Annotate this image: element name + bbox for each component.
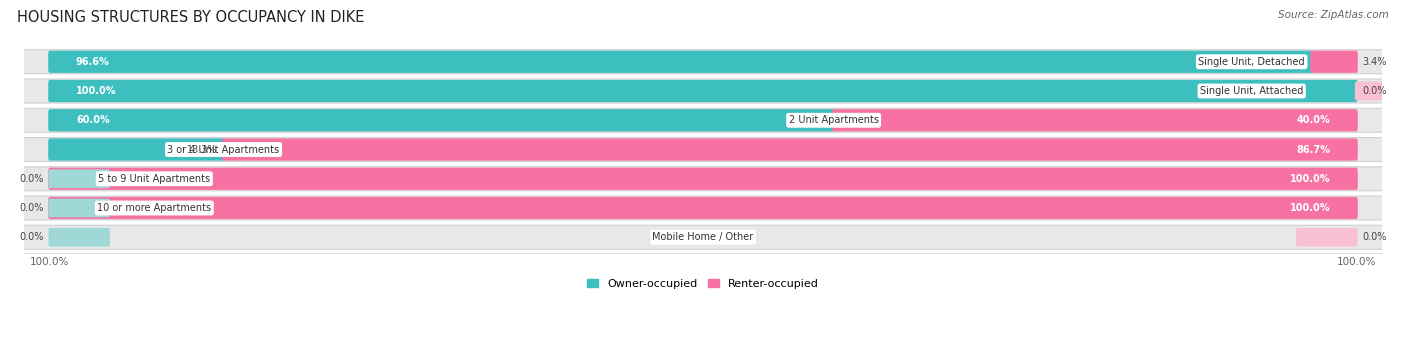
FancyBboxPatch shape <box>1296 228 1358 247</box>
Text: 13.3%: 13.3% <box>187 145 217 154</box>
Text: 3.4%: 3.4% <box>1362 57 1388 67</box>
FancyBboxPatch shape <box>1355 81 1406 100</box>
FancyBboxPatch shape <box>22 167 1384 191</box>
FancyBboxPatch shape <box>48 197 1358 219</box>
FancyBboxPatch shape <box>48 138 225 161</box>
FancyBboxPatch shape <box>22 108 1384 132</box>
Text: 0.0%: 0.0% <box>18 203 44 213</box>
Text: 100.0%: 100.0% <box>1289 174 1330 184</box>
Legend: Owner-occupied, Renter-occupied: Owner-occupied, Renter-occupied <box>582 275 824 294</box>
Text: 5 to 9 Unit Apartments: 5 to 9 Unit Apartments <box>98 174 211 184</box>
Text: 3 or 4 Unit Apartments: 3 or 4 Unit Apartments <box>167 145 280 154</box>
Text: 60.0%: 60.0% <box>76 115 110 125</box>
Text: Single Unit, Detached: Single Unit, Detached <box>1198 57 1305 67</box>
Text: 40.0%: 40.0% <box>1296 115 1330 125</box>
FancyBboxPatch shape <box>22 79 1384 103</box>
Text: HOUSING STRUCTURES BY OCCUPANCY IN DIKE: HOUSING STRUCTURES BY OCCUPANCY IN DIKE <box>17 10 364 25</box>
FancyBboxPatch shape <box>48 168 1358 190</box>
FancyBboxPatch shape <box>1310 51 1358 73</box>
Text: 0.0%: 0.0% <box>1362 86 1388 96</box>
FancyBboxPatch shape <box>48 109 835 131</box>
Text: 0.0%: 0.0% <box>18 174 44 184</box>
Text: 100.0%: 100.0% <box>1289 203 1330 213</box>
FancyBboxPatch shape <box>832 109 1358 131</box>
Text: Single Unit, Attached: Single Unit, Attached <box>1199 86 1303 96</box>
FancyBboxPatch shape <box>22 50 1384 74</box>
FancyBboxPatch shape <box>48 51 1313 73</box>
FancyBboxPatch shape <box>48 199 110 217</box>
Text: 0.0%: 0.0% <box>18 232 44 242</box>
Text: Mobile Home / Other: Mobile Home / Other <box>652 232 754 242</box>
Text: Source: ZipAtlas.com: Source: ZipAtlas.com <box>1278 10 1389 20</box>
FancyBboxPatch shape <box>22 225 1384 249</box>
FancyBboxPatch shape <box>48 169 110 188</box>
FancyBboxPatch shape <box>48 228 110 247</box>
FancyBboxPatch shape <box>222 138 1358 161</box>
FancyBboxPatch shape <box>22 137 1384 162</box>
Text: 100.0%: 100.0% <box>76 86 117 96</box>
Text: 10 or more Apartments: 10 or more Apartments <box>97 203 211 213</box>
FancyBboxPatch shape <box>48 80 1358 102</box>
Text: 86.7%: 86.7% <box>1296 145 1330 154</box>
Text: 0.0%: 0.0% <box>1362 232 1388 242</box>
Text: 2 Unit Apartments: 2 Unit Apartments <box>789 115 879 125</box>
FancyBboxPatch shape <box>22 196 1384 220</box>
Text: 96.6%: 96.6% <box>76 57 110 67</box>
